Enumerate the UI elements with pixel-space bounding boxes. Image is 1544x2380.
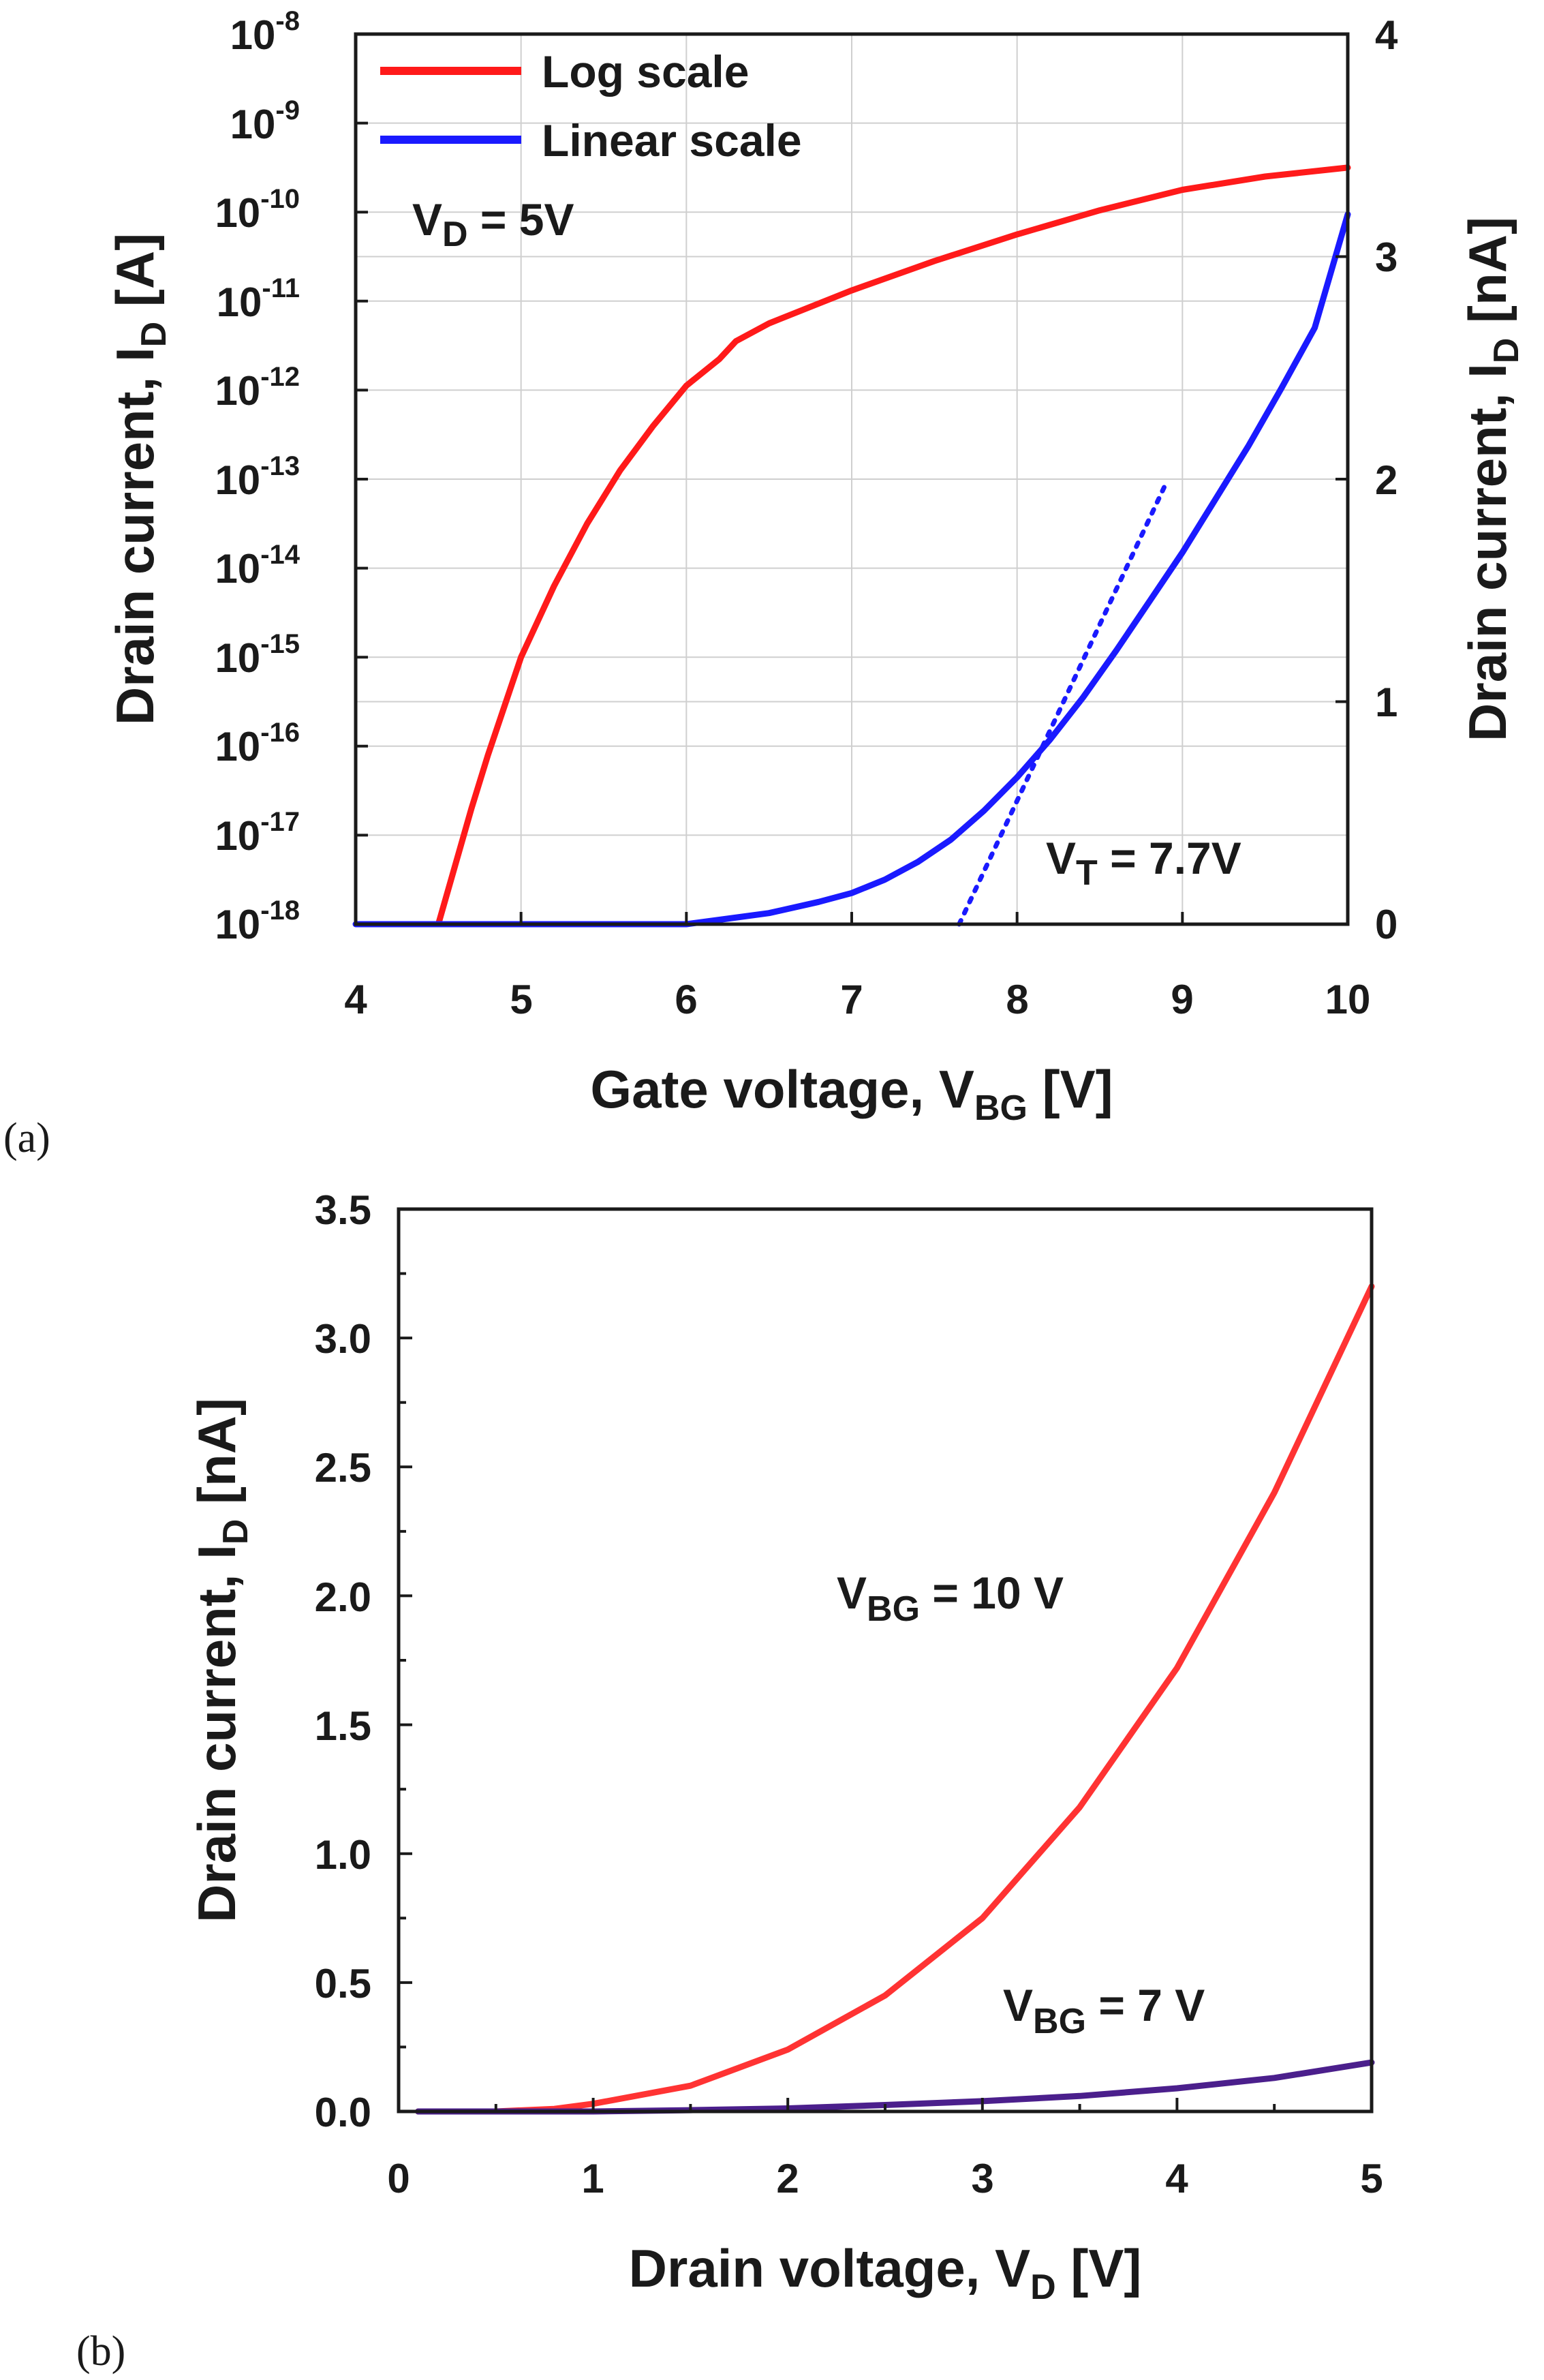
a-x-tick-10: 10 <box>1325 977 1371 1022</box>
a-y-tick-1e-14: 10-14 <box>215 540 300 592</box>
a-panel-label: (a) <box>3 1115 50 1161</box>
b-annotation-vbg10: VBG = 10 V <box>837 1568 1064 1629</box>
chart-b-ticks <box>397 1208 1373 2113</box>
a-y-tick-1e-10: 10-10 <box>215 184 300 236</box>
chart-a-ticks <box>354 33 1349 926</box>
a-yr-tick-0: 0 <box>1375 902 1398 947</box>
b-series-0 <box>415 1283 1375 2115</box>
chart-a-series <box>352 164 1351 928</box>
a-y-tick-1e-15: 10-15 <box>215 629 300 681</box>
a-yr-tick-3: 3 <box>1375 234 1398 280</box>
a-y-tick-1e-13: 10-13 <box>215 451 300 503</box>
b-y-tick-2.5: 2.5 <box>315 1445 371 1491</box>
b-y-tick-2.0: 2.0 <box>315 1574 371 1620</box>
b-x-axis-label: Drain voltage, VD [V] <box>629 2238 1142 2307</box>
a-yr-tick-2: 2 <box>1375 457 1398 503</box>
a-yr-tick-1: 1 <box>1375 680 1398 725</box>
a-y-tick-1e-17: 10-17 <box>215 807 300 859</box>
a-annotation-vt: VT = 7.7V <box>1046 833 1241 893</box>
a-legend: Log scale Linear scale <box>380 46 802 166</box>
b-x-tick-5: 5 <box>1360 2156 1383 2201</box>
a-series-1 <box>352 211 1351 928</box>
a-y-tick-1e-16: 10-16 <box>215 718 300 769</box>
b-panel-label: (b) <box>76 2328 125 2375</box>
a-yr-tick-4: 4 <box>1375 12 1398 58</box>
b-x-tick-2: 2 <box>776 2156 799 2201</box>
a-x-axis-label: Gate voltage, VBG [V] <box>590 1059 1113 1128</box>
a-legend-label-linear: Linear scale <box>542 115 802 166</box>
b-x-tick-1: 1 <box>581 2156 604 2201</box>
b-y-axis-label: Drain current, ID [nA] <box>187 1398 256 1923</box>
b-x-tick-0: 0 <box>387 2156 410 2201</box>
a-series-2 <box>957 481 1169 927</box>
b-series-1 <box>415 2059 1375 2115</box>
a-y-axis-label-right: Drain current, ID [nA] <box>1457 217 1526 742</box>
b-y-tick-3.5: 3.5 <box>315 1187 371 1233</box>
b-annotation-vbg7: VBG = 7 V <box>1003 1980 1205 2041</box>
chart-a-grid <box>355 33 1348 925</box>
a-x-tick-6: 6 <box>675 977 697 1022</box>
b-y-tick-0.5: 0.5 <box>315 1961 371 2007</box>
a-x-tick-7: 7 <box>840 977 863 1022</box>
a-series-0 <box>435 164 1351 928</box>
a-x-tick-9: 9 <box>1171 977 1193 1022</box>
a-y-axis-label-left: Drain current, ID [A] <box>105 233 174 725</box>
chart-b-series <box>415 1283 1375 2115</box>
a-x-tick-5: 5 <box>510 977 532 1022</box>
b-y-tick-1.5: 1.5 <box>315 1703 371 1749</box>
b-y-tick-1.0: 1.0 <box>315 1832 371 1878</box>
a-legend-label-log: Log scale <box>542 46 749 97</box>
chart-b: 0 1 2 3 4 5 0.0 0.5 1.0 1.5 2.0 2.5 3.0 … <box>76 1187 1383 2375</box>
chart-b-plot-frame <box>397 1207 1374 2114</box>
a-y-tick-1e-9: 10-9 <box>230 95 300 147</box>
b-y-tick-3.0: 3.0 <box>315 1316 371 1362</box>
b-x-tick-4: 4 <box>1165 2156 1188 2201</box>
b-x-tick-3: 3 <box>971 2156 993 2201</box>
a-y-tick-1e-18: 10-18 <box>215 896 300 947</box>
chart-a: 4 5 6 7 8 9 10 10-8 10-9 10-10 10-11 10-… <box>3 6 1526 1161</box>
a-annotation-vd: VD = 5V <box>412 194 574 254</box>
a-y-tick-1e-8: 10-8 <box>230 6 300 58</box>
b-y-tick-0.0: 0.0 <box>315 2090 371 2135</box>
a-y-tick-1e-12: 10-12 <box>215 362 300 414</box>
a-x-tick-8: 8 <box>1006 977 1028 1022</box>
a-y-tick-1e-11: 10-11 <box>217 273 300 325</box>
a-x-tick-4: 4 <box>344 977 367 1022</box>
